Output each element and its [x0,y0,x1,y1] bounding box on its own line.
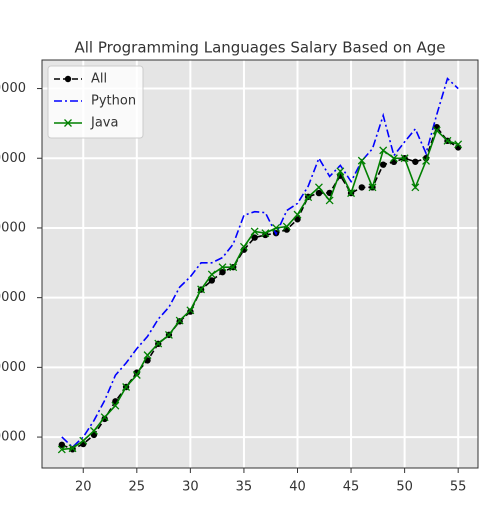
point [379,146,388,155]
point [186,306,195,315]
y-tick-label: 60000 [0,290,26,305]
point [272,224,281,232]
point [357,156,366,165]
point [111,401,120,410]
y-tick-label: 20000 [0,430,26,445]
point [325,196,334,205]
point [122,383,131,391]
point [411,183,420,192]
point [175,316,184,325]
point [187,308,194,315]
point [315,189,323,197]
point [250,227,259,236]
legend-marker [64,75,72,83]
point [412,158,419,165]
x-tick-label: 40 [289,480,306,495]
point [251,234,258,241]
point [304,193,313,202]
point [293,210,302,219]
point [229,263,238,272]
point [336,167,345,176]
point [68,444,77,453]
point [261,229,270,238]
point [239,242,248,251]
point [314,183,323,192]
plot-frame [41,59,479,469]
point [132,371,141,379]
point [294,216,301,223]
legend-label: All [91,72,107,87]
point [368,183,377,192]
point [154,339,163,348]
series-line [61,77,459,449]
x-tick-label: 25 [129,480,146,495]
legend-label: Java [90,116,118,131]
point [379,161,387,168]
y-tick-label: 100000 [0,151,26,166]
point [164,331,173,339]
point [218,263,227,272]
legend-marker [64,119,72,127]
point [443,136,452,145]
x-tick-label: 50 [396,480,413,495]
point [208,277,215,284]
y-tick-label: 80000 [0,220,26,235]
point [58,441,66,448]
point [432,126,441,135]
legend-label: Python [91,94,136,109]
point [79,436,88,445]
point [358,184,365,191]
point [422,156,431,165]
x-tick-label: 55 [450,480,467,495]
x-tick-label: 20 [75,480,92,495]
x-tick-label: 45 [343,480,360,495]
point [400,154,409,163]
y-tick-label: 40000 [0,360,26,375]
point [282,222,291,231]
point [143,351,152,360]
point [347,189,356,198]
point [219,268,226,276]
point [57,445,66,454]
x-tick-label: 35 [236,480,253,495]
point [389,154,398,163]
chart-title: All Programming Languages Salary Based o… [74,39,445,57]
x-tick-label: 30 [182,480,199,495]
y-tick-label: 120000 [0,81,26,96]
point [207,270,216,279]
point [89,426,98,435]
point [197,285,206,294]
point [100,413,109,422]
point [454,140,463,149]
